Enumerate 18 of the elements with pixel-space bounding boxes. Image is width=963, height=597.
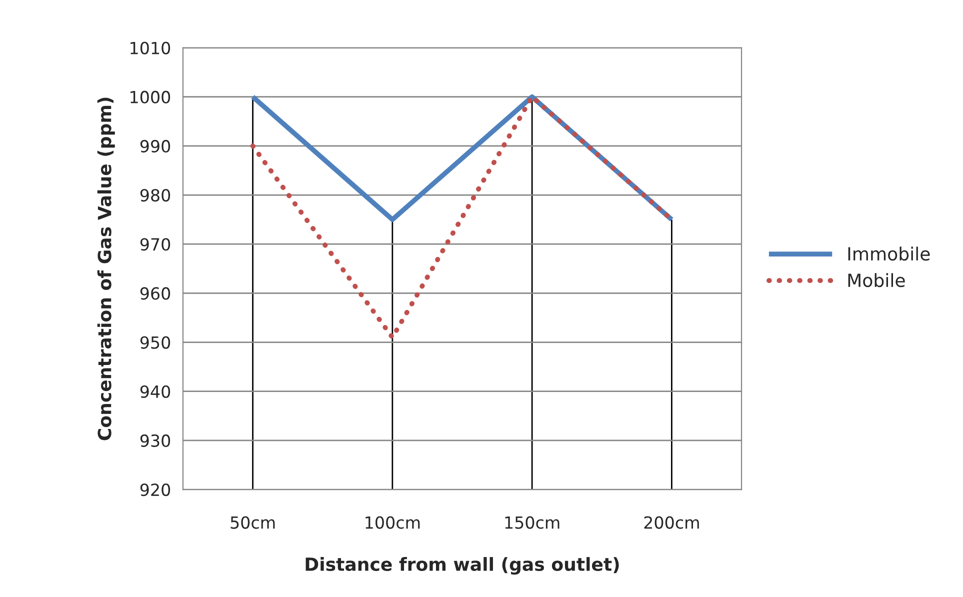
legend-label: Mobile — [848, 273, 905, 288]
y-axis-title: Concentration of Gas Value (ppm) — [97, 98, 115, 440]
x-tick-label: 200cm — [644, 516, 699, 529]
y-tick-label: 980 — [140, 188, 170, 202]
y-tick-label: 940 — [140, 385, 170, 398]
x-tick-label: 150cm — [505, 516, 560, 529]
y-tick-label: 1010 — [130, 42, 170, 54]
x-axis-title: Distance from wall (gas outlet) — [306, 557, 619, 575]
y-tick-label: 960 — [140, 287, 170, 300]
legend-label: Immobile — [848, 246, 930, 261]
y-tick-label: 920 — [140, 484, 170, 496]
x-tick-label: 100cm — [366, 516, 420, 529]
x-tick-label: 50cm — [230, 516, 275, 529]
y-tick-label: 990 — [140, 140, 170, 152]
y-tick-label: 970 — [140, 238, 170, 251]
y-tick-label: 930 — [140, 434, 170, 448]
y-tick-label: 950 — [140, 336, 170, 349]
y-tick-label: 1000 — [130, 90, 170, 104]
